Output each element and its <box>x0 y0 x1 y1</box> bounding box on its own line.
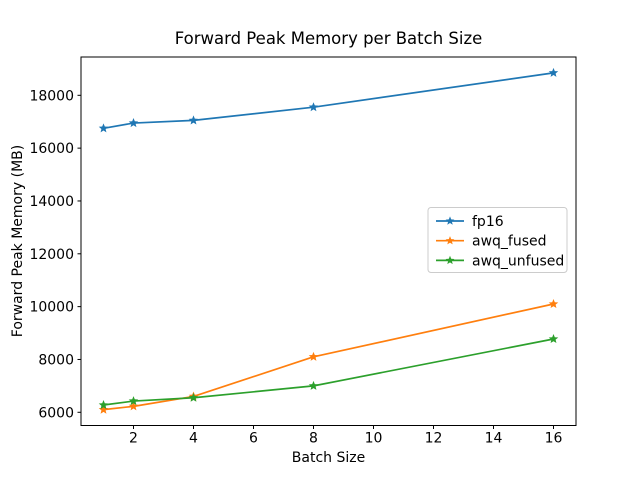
data-point-star-icon <box>308 380 319 390</box>
x-tick-label: 6 <box>249 431 258 447</box>
y-tick-label: 16000 <box>29 141 74 157</box>
x-tick-label: 14 <box>485 431 503 447</box>
data-point-star-icon <box>308 351 319 361</box>
x-tick-label: 12 <box>425 431 443 447</box>
y-tick-label: 8000 <box>38 352 74 368</box>
y-tick-label: 12000 <box>29 247 74 263</box>
axes-spines <box>80 56 577 426</box>
data-point-star-icon <box>188 392 199 402</box>
series-line-awq_unfused <box>103 338 554 406</box>
y-axis-label: Forward Peak Memory (MB) <box>10 145 26 337</box>
series-line-fp16 <box>103 72 554 130</box>
x-tick-label: 8 <box>309 431 318 447</box>
legend-marker-star-icon <box>445 236 455 245</box>
y-tick-label: 10000 <box>29 300 74 316</box>
chart-title: Forward Peak Memory per Batch Size <box>175 29 483 48</box>
x-axis-label: Batch Size <box>292 450 365 466</box>
data-point-star-icon <box>128 396 139 406</box>
data-point-star-icon <box>188 115 199 125</box>
y-tick-label: 18000 <box>29 88 74 104</box>
data-point-star-icon <box>548 298 559 309</box>
y-tick-label: 6000 <box>38 405 74 421</box>
legend-box <box>427 207 568 273</box>
x-tick-label: 2 <box>129 431 138 447</box>
data-point-star-icon <box>308 102 319 112</box>
legend: fp16 awq_fused awq_unfused <box>427 207 568 273</box>
data-point-star-icon <box>548 333 559 344</box>
x-tick-label: 16 <box>545 431 563 447</box>
data-point-star-icon <box>98 404 109 414</box>
legend-label-awq_fused: awq_fused <box>472 234 547 250</box>
data-point-star-icon <box>548 67 559 77</box>
data-point-star-icon <box>128 401 139 411</box>
data-point-star-icon <box>128 118 139 128</box>
legend-marker-star-icon <box>445 255 455 265</box>
series-line-awq_fused <box>103 303 554 411</box>
y-tick-label: 14000 <box>29 194 74 210</box>
axes-layer: 2 4 6 8 10 12 14 16 6000 8000 10000 12000 14000 16000… <box>29 56 577 447</box>
legend-label-awq_unfused: awq_unfused <box>472 253 564 269</box>
series-layer <box>98 67 559 414</box>
data-point-star-icon <box>98 123 109 133</box>
data-point-star-icon <box>98 400 109 410</box>
x-tick-label: 10 <box>365 431 383 447</box>
legend-label-fp16: fp16 <box>472 214 504 230</box>
legend-marker-star-icon <box>445 216 455 225</box>
x-tick-label: 4 <box>189 431 198 447</box>
